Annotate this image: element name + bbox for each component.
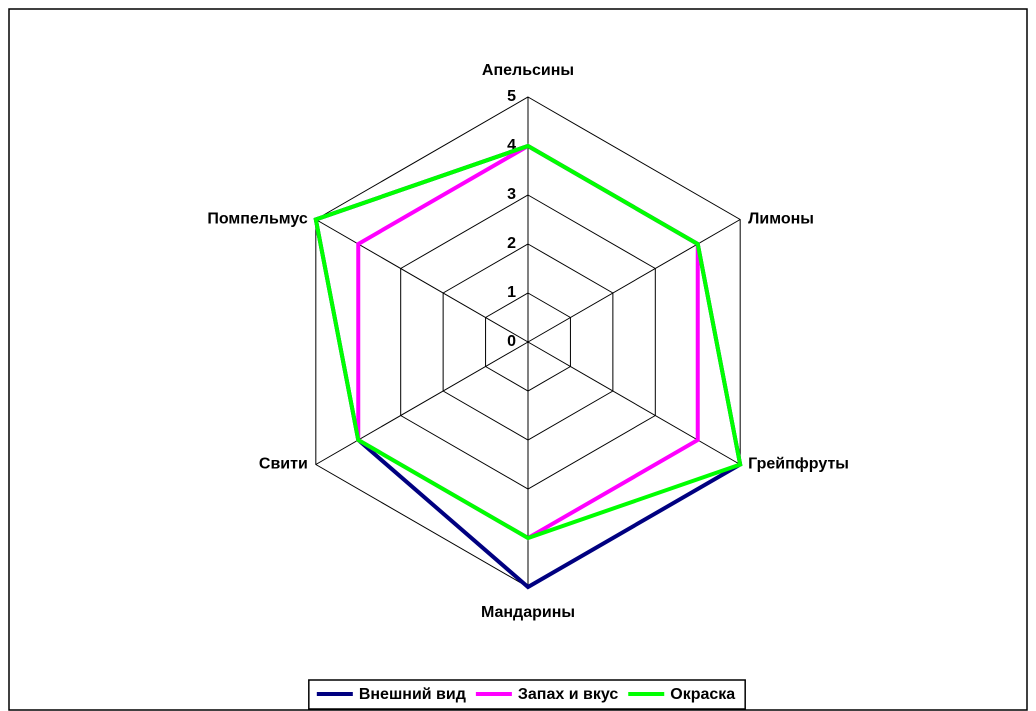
legend-label: Окраска — [670, 686, 735, 703]
legend-box — [308, 679, 746, 710]
category-label: Апельсины — [482, 62, 574, 79]
legend-label: Внешний вид — [359, 686, 466, 703]
r-tick-label: 0 — [507, 333, 516, 350]
legend-label: Запах и вкус — [518, 686, 618, 703]
category-label: Свити — [259, 456, 308, 473]
r-tick-label: 2 — [507, 235, 516, 252]
r-tick-label: 4 — [507, 137, 516, 154]
chart-frame — [8, 8, 1028, 711]
axis-spoke — [527, 219, 741, 343]
axis-spoke — [315, 341, 529, 465]
category-label: Помпельмус — [207, 211, 308, 228]
axis-spoke — [527, 341, 741, 465]
r-tick-label: 3 — [507, 186, 516, 203]
r-tick-label: 1 — [507, 284, 516, 301]
category-label: Мандарины — [481, 604, 575, 621]
r-tick-label: 5 — [507, 88, 516, 105]
axis-spoke — [315, 219, 529, 343]
category-label: Лимоны — [748, 211, 814, 228]
category-label: Грейпфруты — [748, 456, 849, 473]
series-line — [313, 143, 743, 541]
legend: Внешний вид Запах и вкус Окраска — [308, 679, 746, 710]
